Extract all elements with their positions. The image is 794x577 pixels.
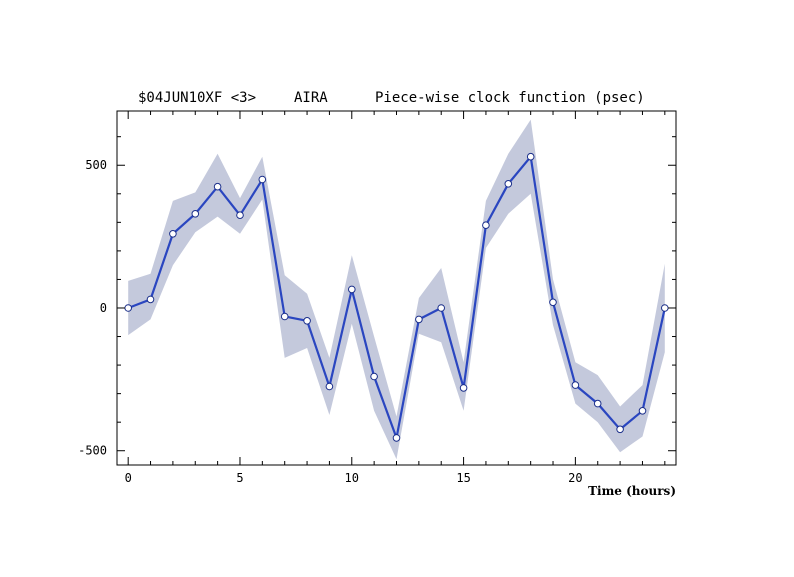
x-tick-label: 5 xyxy=(236,471,243,485)
data-point xyxy=(303,317,311,325)
data-point xyxy=(549,298,557,307)
data-point xyxy=(616,425,624,434)
data-point xyxy=(213,182,222,191)
data-point xyxy=(638,407,647,415)
chart-title: Piece-wise clock function (psec) xyxy=(375,90,645,106)
data-point xyxy=(415,315,423,324)
data-point xyxy=(370,372,378,381)
data-point xyxy=(526,152,535,161)
data-point xyxy=(661,304,669,312)
data-point xyxy=(124,304,132,312)
experiment-label: $04JUN10XF <3> xyxy=(138,90,256,106)
x-tick-label: 0 xyxy=(125,471,132,485)
y-tick-label: 500 xyxy=(85,158,107,172)
data-point xyxy=(146,295,155,304)
data-point xyxy=(571,381,580,389)
data-point xyxy=(169,230,177,238)
x-axis-label: Time (hours) xyxy=(588,484,676,498)
uncertainty-band xyxy=(128,119,665,460)
data-point xyxy=(392,434,401,442)
data-point xyxy=(593,399,602,408)
data-point xyxy=(482,221,490,229)
axis-ticks: 0 5 10 15 20 -500 0 500 xyxy=(78,111,676,485)
plot-area xyxy=(124,119,669,460)
data-point xyxy=(325,382,334,391)
x-tick-label: 15 xyxy=(456,471,470,485)
x-tick-label: 20 xyxy=(568,471,582,485)
data-point xyxy=(280,312,289,321)
data-point xyxy=(504,180,513,188)
x-tick-label: 10 xyxy=(345,471,359,485)
plot-frame xyxy=(116,110,677,466)
data-point xyxy=(191,210,200,218)
data-point xyxy=(459,384,468,392)
y-tick-label: 0 xyxy=(100,301,107,315)
data-point xyxy=(437,304,446,312)
y-tick-label: -500 xyxy=(78,444,107,458)
data-point xyxy=(348,285,356,294)
data-point xyxy=(236,211,244,219)
data-point xyxy=(258,175,267,184)
station-label: AIRA xyxy=(294,90,328,106)
